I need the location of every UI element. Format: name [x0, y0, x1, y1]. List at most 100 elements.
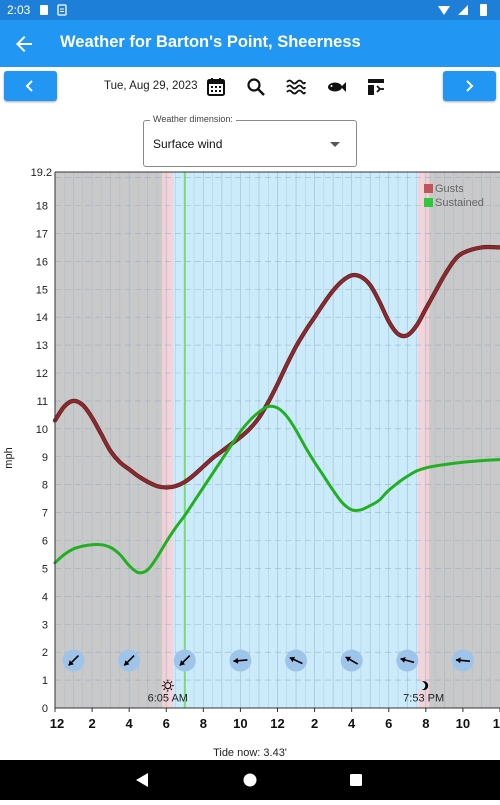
legend-swatch-sustained — [424, 198, 433, 207]
y-tick-label: 15 — [36, 284, 48, 296]
sun-ray — [170, 688, 173, 691]
sun-moon-markers: 6:05 AM 7:53 PM — [148, 679, 444, 705]
status-time: 2:03 — [7, 3, 31, 17]
sun-ray — [163, 681, 166, 684]
sun-circle — [164, 682, 172, 690]
x-tick-label: 2 — [88, 716, 95, 731]
night-band-morning — [55, 172, 168, 708]
legend-swatch-gusts — [424, 184, 433, 193]
back-arrow-icon[interactable] — [12, 32, 36, 56]
sun-ray — [163, 688, 166, 691]
twilight-band-sunrise — [162, 172, 174, 708]
y-tick-label: 13 — [36, 340, 48, 352]
wind-direction-arrows — [62, 649, 474, 672]
x-tick-label: 10 — [233, 716, 247, 731]
x-tick-label: 6 — [163, 716, 170, 731]
x-tick-label: 6 — [385, 716, 392, 731]
y-tick-label: 9 — [42, 452, 48, 464]
moon-cutout — [416, 681, 426, 690]
dropdown-arrow-icon — [330, 142, 340, 147]
y-tick-label: 5 — [42, 563, 48, 575]
wind-arrow — [173, 649, 196, 672]
wind-arrow-head — [455, 657, 461, 664]
calendar-icon[interactable] — [205, 76, 227, 98]
sunrise-label: 6:05 AM — [148, 693, 188, 705]
twilight-band-sunset — [418, 172, 430, 708]
search-icon[interactable] — [245, 76, 267, 98]
x-tick-label: 8 — [200, 716, 207, 731]
chart-series — [52, 244, 500, 575]
wind-arrow-head — [345, 656, 352, 662]
wind-arrow-head — [124, 660, 130, 666]
page-title: Weather for Barton's Point, Sheerness — [60, 33, 361, 51]
y-tick-label: 14 — [36, 312, 48, 324]
chevron-right-icon — [466, 80, 474, 92]
x-tick-label: 4 — [126, 716, 134, 731]
dropdown-value: Surface wind — [153, 137, 223, 151]
y-tick-label: 8 — [42, 480, 48, 492]
moon-icon — [416, 681, 429, 691]
y-tick-label: 2 — [42, 647, 48, 659]
previous-day-button[interactable] — [4, 71, 57, 101]
x-tick-label: 2 — [311, 716, 318, 731]
legend-label-gusts: Gusts — [435, 183, 464, 195]
legend-label-sustained: Sustained — [435, 197, 484, 209]
y-tick-label: 12 — [36, 368, 48, 380]
y-tick-max-label: 19.2 — [31, 167, 52, 179]
horizontal-gridlines — [55, 177, 500, 681]
app-bar: Weather for Barton's Point, Sheerness — [0, 20, 500, 67]
x-tick-label: 4 — [348, 716, 356, 731]
weather-dimension-dropdown[interactable]: Weather dimension: Surface wind — [143, 114, 357, 167]
wind-arrow — [62, 649, 85, 672]
status-bar: 2:03 — [0, 0, 500, 20]
x-tick-label: 12 — [270, 716, 284, 731]
wind-arrow-head — [233, 657, 239, 664]
wind-arrow — [118, 649, 141, 672]
nav-back-icon[interactable] — [136, 773, 148, 787]
wind-arrow-head — [179, 660, 186, 666]
y-tick-label: 17 — [36, 228, 48, 240]
waves-icon[interactable] — [285, 76, 307, 98]
x-tick-label: 12 — [50, 716, 64, 731]
nav-recents-icon[interactable] — [350, 774, 362, 786]
wind-arrow — [285, 649, 308, 672]
fish-icon[interactable] — [325, 76, 347, 98]
x-tick-label: 10 — [456, 716, 470, 731]
sunset-label: 7:53 PM — [403, 693, 444, 705]
y-tick-label: 10 — [36, 424, 48, 436]
tide-now-label: Tide now: 3.43' — [213, 747, 287, 758]
wind-arrow — [451, 649, 474, 672]
signal-battery-icons — [438, 4, 487, 16]
chevron-left-icon — [25, 80, 33, 92]
y-tick-label: 3 — [42, 619, 48, 631]
tide-table-icon[interactable] — [365, 76, 387, 98]
y-tick-label: 1 — [42, 675, 48, 687]
date-label[interactable]: Tue, Aug 29, 2023 — [104, 80, 198, 92]
y-tick-label: 16 — [36, 256, 48, 268]
dropdown-label: Weather dimension: — [150, 114, 236, 124]
wind-arrow — [229, 649, 252, 672]
y-tick-label: 6 — [42, 536, 48, 548]
x-tick-label: 12 — [493, 716, 500, 731]
wind-arrow-head — [289, 656, 296, 663]
wind-arrow — [340, 649, 363, 672]
sustained-line — [53, 404, 500, 575]
gusts-line — [53, 245, 500, 490]
nav-home-icon[interactable] — [243, 773, 257, 787]
y-tick-label: 18 — [36, 201, 48, 213]
wind-arrow — [396, 649, 419, 672]
wind-arrow-head — [400, 656, 406, 663]
y-tick-label: 0 — [42, 703, 48, 715]
sunrise-icon — [161, 679, 174, 692]
notification-icons — [40, 4, 67, 16]
sun-ray — [170, 681, 173, 684]
y-tick-label: 11 — [37, 396, 48, 408]
next-day-button[interactable] — [443, 71, 496, 101]
system-navigation-bar — [0, 760, 500, 800]
x-tick-label: 8 — [422, 716, 429, 731]
wind-arrow-head — [68, 660, 74, 666]
chart-legend: Gusts Sustained — [424, 183, 484, 209]
y-axis-label: mph — [3, 447, 15, 468]
y-tick-label: 4 — [42, 591, 48, 603]
